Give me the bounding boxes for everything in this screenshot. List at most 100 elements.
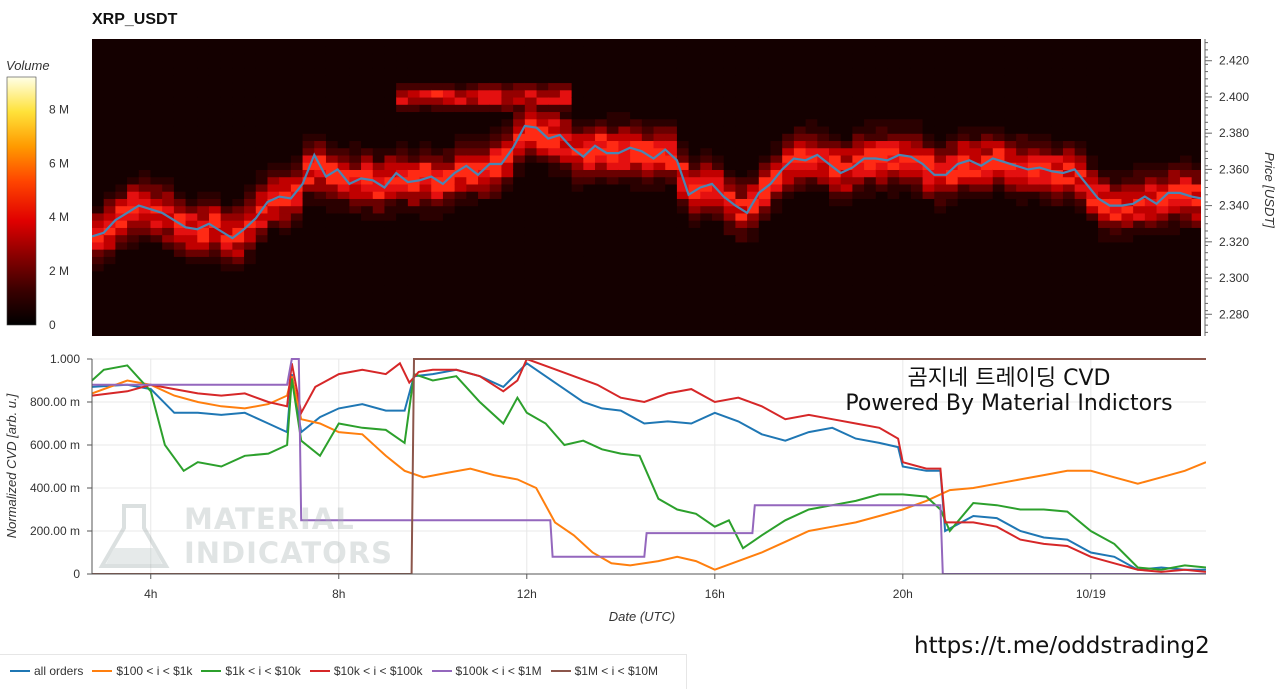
heatmap-cell	[922, 118, 935, 127]
heatmap-cell	[244, 270, 257, 279]
heatmap-cell	[267, 241, 280, 250]
heatmap-cell	[419, 183, 432, 192]
heatmap-cell	[665, 234, 678, 243]
heatmap-cell	[267, 321, 280, 330]
heatmap-cell	[466, 241, 479, 250]
heatmap-cell	[641, 75, 655, 84]
heatmap-cell	[595, 328, 608, 336]
heatmap-cell	[489, 256, 503, 265]
heatmap-cell	[747, 82, 760, 91]
heatmap-cell	[1086, 104, 1099, 113]
heatmap-cell	[571, 183, 584, 192]
heatmap-cell	[431, 154, 444, 163]
heatmap-cell	[665, 111, 678, 120]
heatmap-cell	[244, 82, 257, 91]
heatmap-cell	[793, 314, 807, 323]
heatmap-cell	[957, 96, 970, 105]
heatmap-cell	[793, 205, 807, 214]
heatmap-cell	[1027, 140, 1041, 149]
legend-item[interactable]: $100k < i < $1M	[431, 664, 542, 678]
heatmap-cell	[969, 292, 982, 301]
heatmap-cell	[267, 118, 280, 127]
heatmap-cell	[138, 39, 152, 47]
telegram-link[interactable]: https://t.me/oddstrading2	[914, 633, 1210, 659]
heatmap-cell	[138, 154, 152, 163]
heatmap-cell	[864, 82, 877, 91]
heatmap-cell	[700, 278, 713, 286]
heatmap-cell	[419, 220, 432, 228]
heatmap-cell	[232, 234, 245, 243]
heatmap-cell	[606, 285, 620, 294]
heatmap-cell	[1016, 212, 1029, 221]
heatmap-cell	[1062, 212, 1076, 221]
heatmap-cell	[595, 263, 608, 272]
heatmap-cell	[267, 328, 280, 336]
heatmap-cell	[606, 75, 620, 84]
heatmap-cell	[910, 205, 924, 214]
heatmap-cell	[630, 256, 643, 265]
heatmap-cell	[466, 191, 479, 199]
heatmap-cell	[489, 198, 503, 207]
heatmap-cell	[138, 118, 152, 127]
heatmap-cell	[115, 299, 128, 308]
heatmap-cell	[700, 46, 713, 55]
heatmap-cell	[1051, 191, 1064, 199]
heatmap-cell	[337, 104, 350, 113]
heatmap-cell	[992, 278, 1006, 286]
heatmap-cell	[407, 234, 421, 243]
heatmap-cell	[828, 67, 842, 76]
heatmap-cell	[747, 133, 760, 142]
heatmap-cell	[910, 292, 924, 301]
heatmap-cell	[431, 140, 444, 149]
heatmap-cell	[630, 321, 643, 330]
heatmap-cell	[864, 133, 877, 142]
heatmap-cell	[314, 111, 327, 120]
legend-item[interactable]: all orders	[10, 664, 83, 678]
heatmap-cell	[700, 263, 713, 272]
heatmap-cell	[992, 249, 1006, 257]
legend-item[interactable]: $1k < i < $10k	[201, 664, 301, 678]
heatmap-cell	[969, 241, 982, 250]
heatmap-cell	[828, 212, 842, 221]
heatmap-cell	[630, 227, 643, 236]
heatmap-cell	[290, 67, 304, 76]
heatmap-cell	[419, 162, 432, 170]
heatmap-cell	[431, 285, 444, 294]
heatmap-cell	[1039, 241, 1052, 250]
legend-item[interactable]: $10k < i < $100k	[309, 664, 423, 678]
heatmap-cell	[1191, 104, 1201, 113]
heatmap-cell	[548, 198, 561, 207]
heatmap-cell	[1086, 39, 1099, 47]
heatmap-cell	[910, 234, 924, 243]
heatmap-cell	[232, 191, 245, 199]
heatmap-cell	[232, 212, 245, 221]
legend-item[interactable]: $100 < i < $1k	[92, 664, 192, 678]
heatmap-cell	[653, 82, 666, 91]
heatmap-cell	[1039, 227, 1052, 236]
heatmap-cell	[630, 67, 643, 76]
heatmap-cell	[723, 82, 737, 91]
heatmap-cell	[770, 205, 783, 214]
heatmap-cell	[1074, 212, 1087, 221]
heatmap-cell	[290, 46, 304, 55]
heatmap-cell	[887, 292, 900, 301]
heatmap-cell	[1156, 321, 1169, 330]
heatmap-cell	[524, 154, 538, 163]
heatmap-cell	[559, 263, 573, 272]
heatmap-cell	[1179, 227, 1193, 236]
heatmap-cell	[162, 285, 175, 294]
heatmap-cell	[1016, 227, 1029, 236]
heatmap-cell	[220, 140, 233, 149]
heatmap-cell	[302, 307, 315, 315]
heatmap-cell	[1168, 183, 1181, 192]
heatmap-cell	[208, 89, 222, 98]
heatmap-cell	[220, 53, 233, 62]
heatmap-cell	[127, 234, 140, 243]
legend-item[interactable]: $1M < i < $10M	[550, 664, 658, 678]
heatmap-cell	[1179, 285, 1193, 294]
heatmap-cell	[384, 118, 397, 127]
heatmap-cell	[899, 278, 912, 286]
heatmap-cell	[208, 60, 222, 69]
heatmap-cell	[864, 299, 877, 308]
heatmap-cell	[314, 241, 327, 250]
